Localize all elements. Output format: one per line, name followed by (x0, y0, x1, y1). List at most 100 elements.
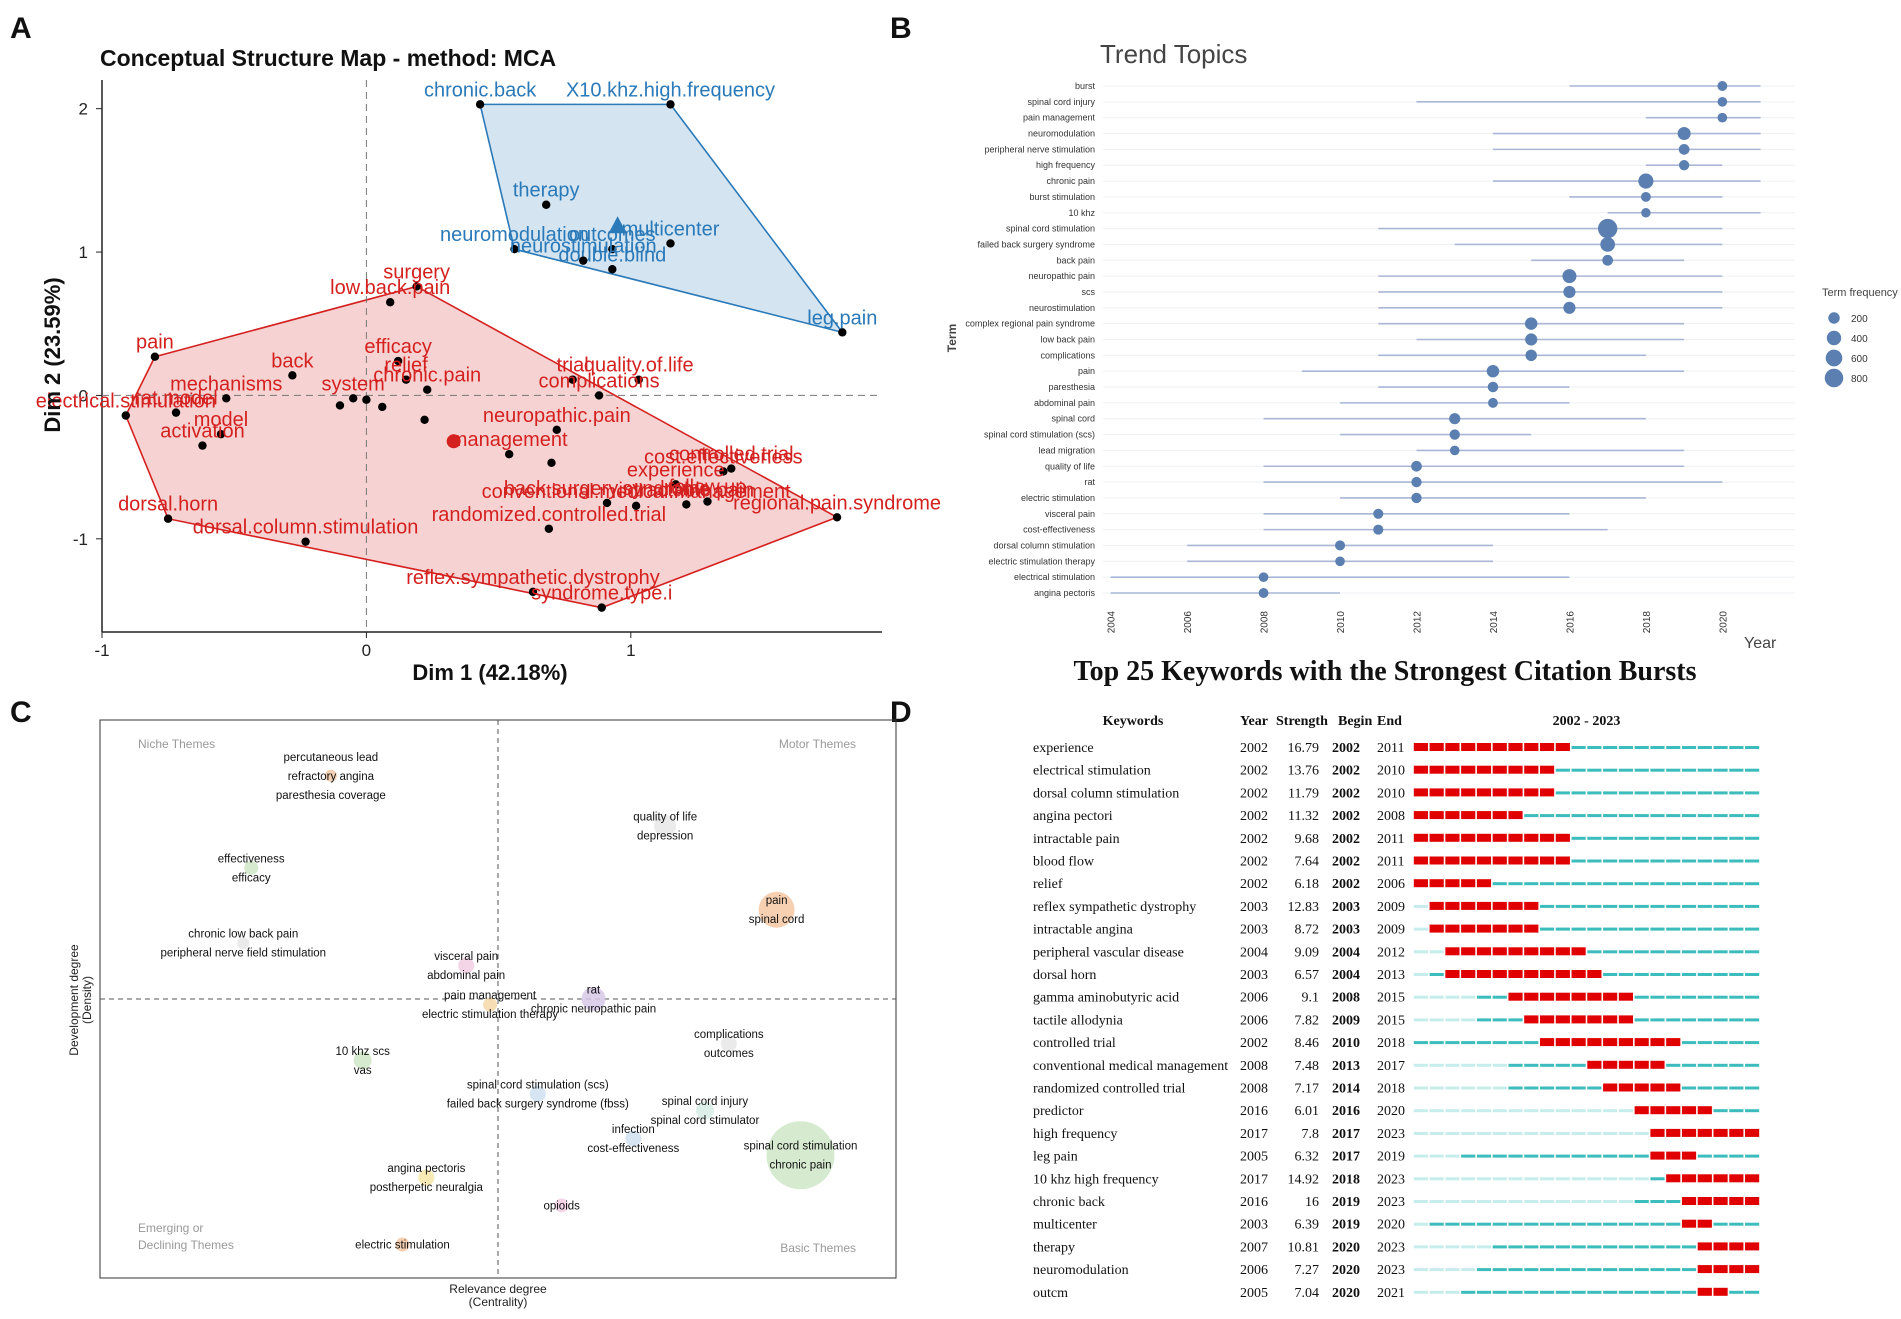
burst-begin: 2002 (1332, 877, 1360, 892)
mca-point (386, 298, 395, 307)
theme-bubble (458, 957, 475, 974)
burst-timeline-segment (1508, 1131, 1523, 1135)
burst-timeline-segment (1524, 1245, 1539, 1249)
burst-keyword: electrical stimulation (1033, 764, 1151, 779)
trend-plot-area: burst spinal cord injury pain management ne… (965, 81, 1795, 633)
burst-timeline-segment (1713, 1154, 1728, 1158)
mca-point (335, 401, 345, 410)
burst-timeline-segment (1587, 791, 1602, 795)
burst-keyword: 10 khz high frequency (1033, 1172, 1159, 1187)
burst-end: 2020 (1377, 1104, 1405, 1119)
burst-end: 2012 (1377, 945, 1405, 960)
burst-timeline-segment (1461, 1131, 1476, 1135)
theme-label: failed back surgery syndrome (fbss) (447, 1098, 629, 1110)
burst-timeline-segment (1634, 1018, 1649, 1022)
burst-bar-segment (1618, 1060, 1634, 1069)
burst-bar-segment (1555, 833, 1570, 842)
trend-legend-title: Term frequency (1822, 287, 1898, 299)
trend-term-label: dorsal column stimulation (993, 540, 1095, 550)
burst-bar-segment (1461, 833, 1476, 842)
burst-timeline-segment (1555, 1245, 1570, 1249)
burst-timeline-segment (1429, 1154, 1444, 1158)
burst-bar-segment (1476, 788, 1492, 797)
burst-bar-segment (1587, 970, 1602, 978)
mca-plot-area: -1 0 1 -1 0 1 2 chronic.back X10.khz.high.freque… (36, 79, 941, 660)
burst-strength: 7.27 (1295, 1263, 1320, 1278)
burst-timeline-segment (1650, 995, 1665, 999)
mca-point-label: back.surgery.syndrome (504, 478, 710, 500)
burst-timeline-segment (1603, 927, 1618, 931)
burst-timeline-segment (1745, 859, 1760, 863)
burst-bar-segment (1634, 1060, 1649, 1069)
burst-timeline-segment (1429, 1268, 1444, 1272)
burst-year: 2006 (1240, 991, 1268, 1006)
theme-label: pain (766, 895, 788, 907)
burst-timeline-segment (1587, 950, 1602, 954)
burst-timeline-segment (1634, 904, 1649, 908)
burst-end: 2011 (1377, 855, 1404, 870)
burst-bar-segment (1650, 1128, 1665, 1137)
burst-timeline-segment (1539, 882, 1555, 886)
burst-end: 2023 (1377, 1172, 1405, 1187)
burst-year: 2005 (1240, 1286, 1268, 1301)
burst-year: 2007 (1240, 1240, 1268, 1255)
mca-point-label: dorsal.column.stimulation (193, 517, 419, 539)
burst-timeline-segment (1603, 791, 1618, 795)
burst-year: 2003 (1240, 900, 1268, 915)
trend-term-label: electric stimulation therapy (988, 556, 1095, 566)
burst-timeline-segment (1618, 1245, 1634, 1249)
burst-strength: 7.82 (1295, 1013, 1320, 1028)
trend-peak-dot (1449, 445, 1460, 456)
burst-bar-segment (1492, 765, 1507, 774)
trend-term-label: scs (1082, 287, 1096, 297)
burst-timeline-segment (1666, 1063, 1681, 1067)
burst-timeline-segment (1508, 1018, 1523, 1022)
burst-timeline-segment (1571, 814, 1586, 818)
burst-bar-segment (1681, 1219, 1697, 1228)
burst-timeline-segment (1587, 882, 1602, 886)
panel-letter-d: D (890, 696, 912, 729)
burst-bar-segment (1476, 765, 1492, 774)
mca-point (401, 375, 411, 384)
burst-bar-segment (1492, 856, 1507, 865)
burst-timeline-segment (1697, 1041, 1712, 1045)
mca-point-label: randomized.controlled.trial (432, 504, 667, 526)
burst-timeline-segment (1492, 1222, 1507, 1226)
burst-timeline-segment (1461, 1086, 1476, 1090)
burst-timeline-segment (1555, 1131, 1570, 1135)
theme-bubble (529, 1085, 546, 1102)
mca-point (348, 394, 358, 403)
burst-end: 2023 (1377, 1127, 1405, 1142)
burst-begin: 2019 (1332, 1218, 1360, 1233)
trend-peak-dot (1449, 429, 1460, 440)
trend-x-tick-label: 2012 (1413, 611, 1424, 634)
burst-timeline-segment (1697, 927, 1712, 931)
burst-timeline-segment (1508, 1222, 1523, 1226)
mca-point (544, 524, 554, 533)
trend-peak-dot (1258, 588, 1269, 598)
burst-bar-segment (1429, 879, 1444, 888)
burst-timeline-segment (1666, 746, 1681, 749)
trend-term-label: chronic pain (1046, 176, 1095, 186)
burst-bar-segment (1508, 924, 1523, 933)
burst-bar-segment (1539, 1038, 1555, 1047)
burst-timeline-segment (1618, 1290, 1634, 1294)
burst-timeline-segment (1476, 1086, 1492, 1090)
burst-bar-segment (1697, 1265, 1712, 1274)
trend-term-label: visceral pain (1045, 509, 1095, 519)
trend-x-tick-label: 2016 (1565, 611, 1576, 634)
trend-peak-dot (1678, 160, 1690, 171)
burst-timeline-segment (1524, 1268, 1539, 1272)
burst-timeline-segment (1587, 814, 1602, 818)
burst-col-header: Year (1240, 714, 1268, 729)
burst-bar-segment (1413, 833, 1428, 842)
mca-point-label: pain (136, 332, 174, 354)
burst-timeline-segment (1587, 1222, 1602, 1226)
burst-timeline-segment (1713, 950, 1728, 954)
burst-bar-segment (1445, 901, 1460, 910)
burst-timeline-segment (1571, 1063, 1586, 1067)
burst-timeline-segment (1666, 768, 1681, 772)
burst-timeline-segment (1429, 1063, 1444, 1067)
burst-bar-segment (1524, 992, 1539, 1001)
burst-timeline-segment (1508, 1154, 1523, 1158)
